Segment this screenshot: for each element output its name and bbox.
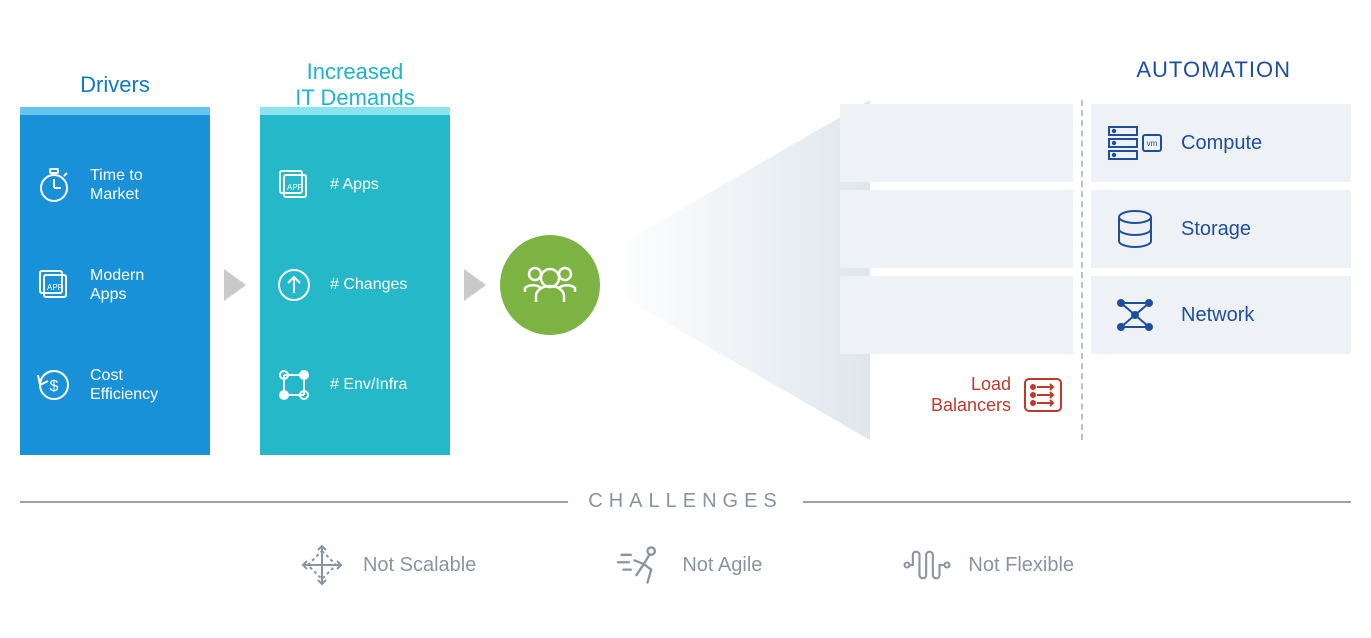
load-balancers-label: Load Balancers <box>840 374 1073 416</box>
left-bar <box>840 190 1073 268</box>
arrow-icon <box>224 269 246 301</box>
drivers-item-apps: APP Modern Apps <box>32 263 198 307</box>
demands-item-label: # Changes <box>330 275 407 294</box>
storage-icon <box>1105 207 1165 251</box>
load-balancer-icon <box>1023 377 1063 413</box>
right-panel: AUTOMATION Load Balancers <box>840 40 1351 470</box>
automation-item-label: Network <box>1181 304 1254 327</box>
svg-text:APP: APP <box>287 183 303 192</box>
drivers-item-label: Cost Efficiency <box>90 366 158 404</box>
challenges-divider-row: CHALLENGES <box>20 490 1351 513</box>
automation-title: AUTOMATION <box>1136 40 1291 100</box>
automation-bars: vm Compute Storage <box>1091 100 1351 440</box>
diamond-arrows-icon <box>297 540 347 590</box>
drivers-card: Time to Market APP Modern Apps $ <box>20 115 210 455</box>
drivers-item-label: Time to Market <box>90 166 143 204</box>
arrow-up-circle-icon <box>272 263 316 307</box>
drivers-item-time: Time to Market <box>32 163 198 207</box>
challenge-agile: Not Agile <box>616 540 762 590</box>
network-icon <box>1105 293 1165 337</box>
automation-item-network: Network <box>1091 276 1351 354</box>
demands-item-changes: # Changes <box>272 263 438 307</box>
divider-line <box>20 501 568 503</box>
challenge-label: Not Agile <box>682 554 762 577</box>
drivers-item-cost: $ Cost Efficiency <box>32 363 198 407</box>
funnel-shape-icon <box>610 100 870 440</box>
challenges-items: Not Scalable Not Agile Not Flexible <box>0 540 1371 590</box>
demands-item-label: # Apps <box>330 175 379 194</box>
left-bar <box>840 104 1073 182</box>
wave-icon <box>902 540 952 590</box>
people-circle-icon <box>500 235 600 335</box>
challenge-label: Not Scalable <box>363 554 476 577</box>
automation-item-label: Storage <box>1181 218 1251 241</box>
funnel-region: AUTOMATION Load Balancers <box>610 40 1351 470</box>
main-row: Drivers Time to Market <box>0 0 1371 470</box>
svg-text:APP: APP <box>47 283 63 292</box>
left-bars: Load Balancers <box>840 100 1073 440</box>
challenge-scalable: Not Scalable <box>297 540 476 590</box>
demands-column: Increased IT Demands APP # Apps <box>260 55 450 455</box>
divider-line <box>803 501 1351 503</box>
demands-accent-bar <box>260 107 450 115</box>
demands-item-env: # Env/Infra <box>272 363 438 407</box>
automation-item-storage: Storage <box>1091 190 1351 268</box>
arrow-icon <box>464 269 486 301</box>
app-stack-icon: APP <box>272 163 316 207</box>
demands-card: APP # Apps # Changes <box>260 115 450 455</box>
app-stack-icon: APP <box>32 263 76 307</box>
automation-body: Load Balancers <box>840 100 1351 440</box>
runner-icon <box>616 540 666 590</box>
automation-item-compute: vm Compute <box>1091 104 1351 182</box>
drivers-title: Drivers <box>80 55 150 115</box>
env-nodes-icon <box>272 363 316 407</box>
drivers-accent-bar <box>20 107 210 115</box>
challenges-heading: CHALLENGES <box>588 490 783 513</box>
stopwatch-icon <box>32 163 76 207</box>
svg-text:$: $ <box>50 378 59 395</box>
vertical-divider <box>1081 100 1083 440</box>
load-balancers-text: Load Balancers <box>931 374 1011 416</box>
drivers-column: Drivers Time to Market <box>20 55 210 455</box>
demands-item-apps: APP # Apps <box>272 163 438 207</box>
dollar-cycle-icon: $ <box>32 363 76 407</box>
left-bar <box>840 276 1073 354</box>
challenge-flexible: Not Flexible <box>902 540 1074 590</box>
compute-icon: vm <box>1105 123 1165 163</box>
challenge-label: Not Flexible <box>968 554 1074 577</box>
drivers-item-label: Modern Apps <box>90 266 144 304</box>
demands-item-label: # Env/Infra <box>330 375 407 394</box>
automation-item-label: Compute <box>1181 132 1262 155</box>
demands-title: Increased IT Demands <box>295 55 414 115</box>
svg-text:vm: vm <box>1147 139 1158 148</box>
